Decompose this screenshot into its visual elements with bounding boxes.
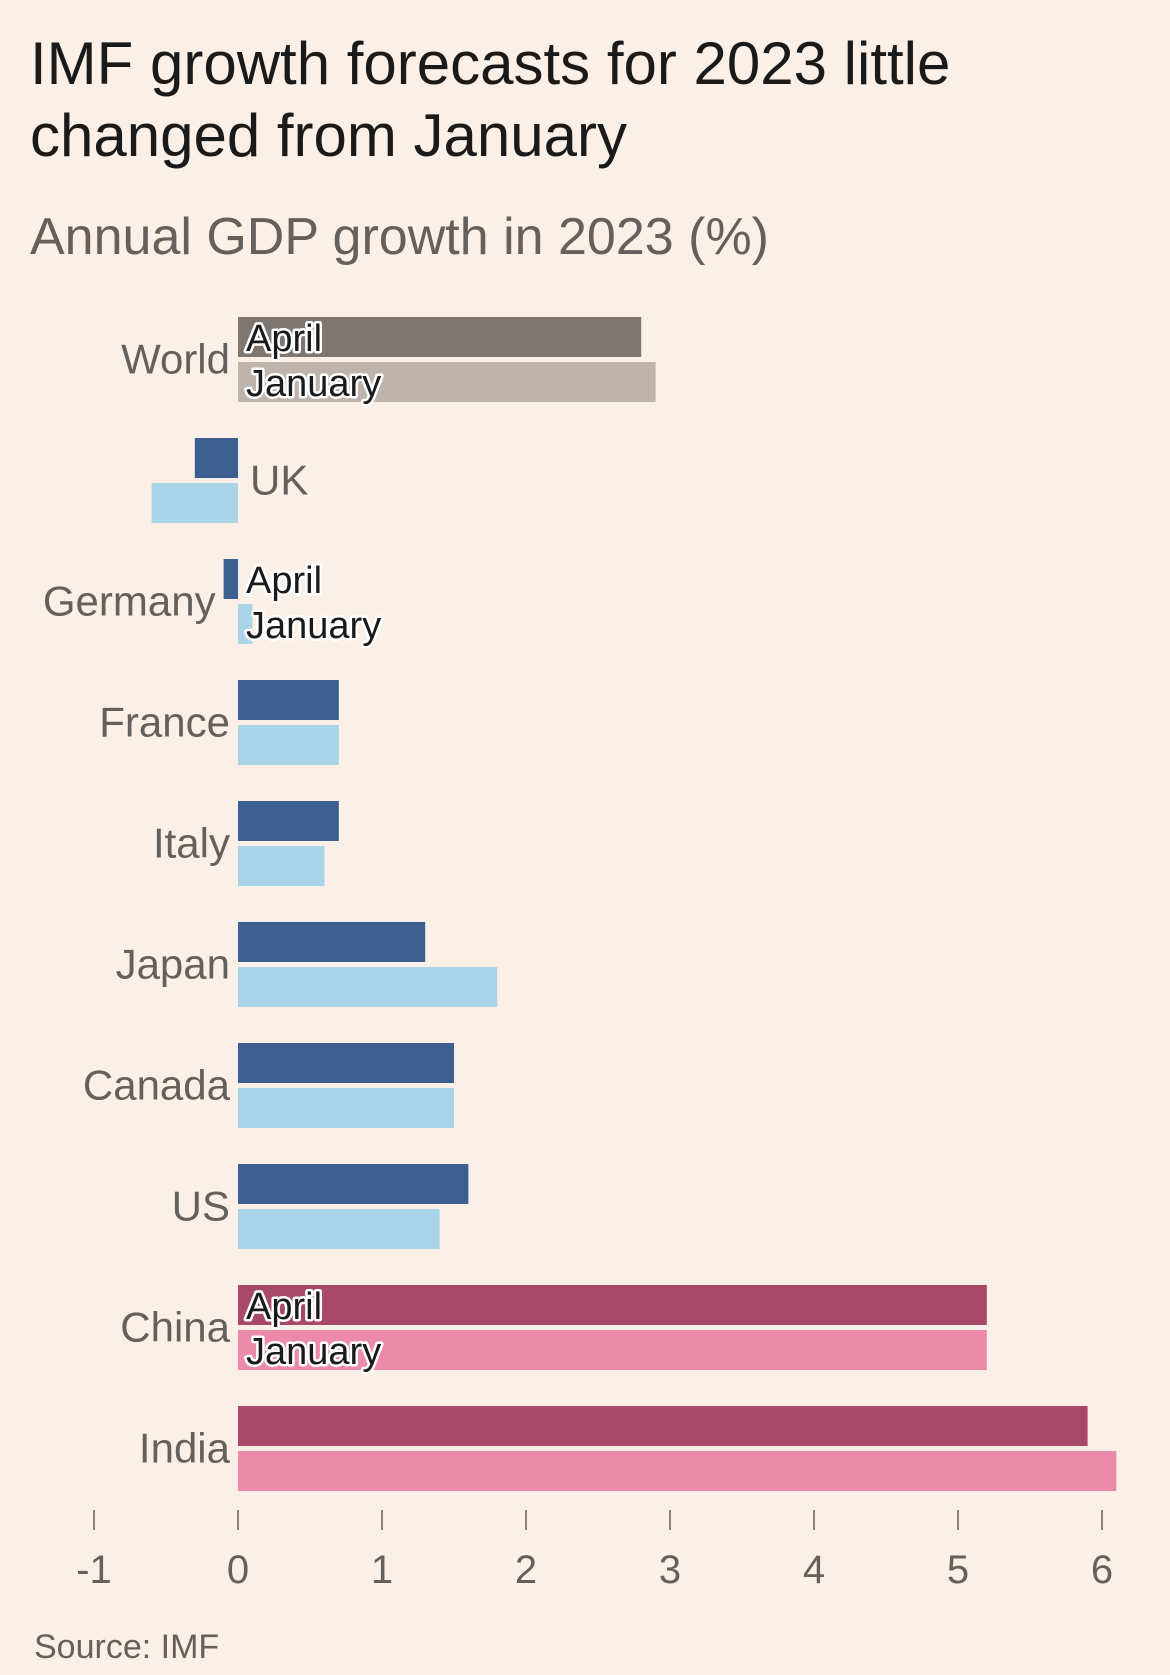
chart-subtitle: Annual GDP growth in 2023 (%) [30,208,769,266]
category-label-italy: Italy [153,820,230,867]
bar-uk-april [194,438,238,478]
category-label-china: China [120,1304,230,1351]
x-tick-label-6: 6 [1091,1548,1113,1592]
series-label-germany-january: January [246,605,381,647]
bar-india-april [238,1406,1088,1446]
series-label-china-january: January [246,1331,381,1373]
bar-china-april [238,1285,987,1325]
bar-germany-april [223,559,238,599]
series-label-world-april: April [246,318,322,360]
x-tick-label--1: -1 [76,1548,112,1592]
category-label-germany: Germany [43,578,216,625]
bar-canada-january [238,1088,454,1128]
bar-us-january [238,1209,440,1249]
x-tick-label-5: 5 [947,1548,969,1592]
category-label-india: India [139,1425,231,1472]
source-note: Source: IMF [34,1628,220,1666]
bar-japan-april [238,922,426,962]
bar-italy-january [238,846,325,886]
bar-italy-april [238,801,339,841]
x-tick-label-0: 0 [227,1548,249,1592]
x-tick-label-4: 4 [803,1548,825,1592]
bar-canada-april [238,1043,454,1083]
bar-china-january [238,1330,987,1370]
category-label-world: World [121,336,230,383]
x-tick-label-2: 2 [515,1548,537,1592]
x-tick-label-1: 1 [371,1548,393,1592]
bar-france-january [238,725,339,765]
bar-us-april [238,1164,469,1204]
category-label-france: France [99,699,230,746]
series-label-world-january: January [246,363,381,405]
bar-uk-january [151,483,238,523]
category-label-canada: Canada [83,1062,231,1109]
bar-japan-january [238,967,498,1007]
bar-world-january [238,362,656,402]
bar-france-april [238,680,339,720]
chart-title: IMF growth forecasts for 2023 little cha… [30,30,951,169]
bar-world-april [238,317,642,357]
category-label-uk: UK [250,457,308,504]
series-label-china-april: April [246,1286,322,1328]
bar-germany-january [238,604,253,644]
bar-india-january [238,1451,1117,1491]
category-label-us: US [172,1183,230,1230]
x-tick-label-3: 3 [659,1548,681,1592]
series-label-germany-april: April [246,560,322,602]
category-label-japan: Japan [116,941,230,988]
